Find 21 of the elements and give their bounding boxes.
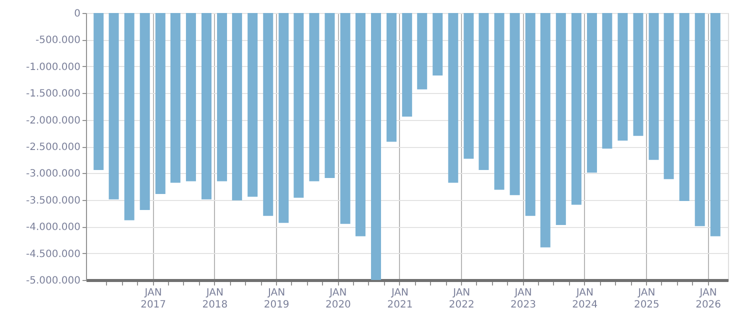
- y-tick-label: -4.000.000: [26, 222, 80, 234]
- x-tick-label: JAN 2018: [202, 288, 228, 310]
- y-tick-label: -2.500.000: [26, 142, 80, 153]
- x-tick-label: JAN 2019: [264, 288, 290, 310]
- y-tick-label: 0: [74, 8, 80, 20]
- y-tick-label: -1.500.000: [26, 88, 80, 100]
- y-tick-label: -1.000.000: [26, 62, 80, 73]
- y-tick-label: -4.500.000: [26, 248, 80, 260]
- x-tick-label: JAN 2022: [448, 288, 474, 310]
- x-tick-label: JAN 2026: [696, 288, 722, 310]
- y-tick-label: -3.000.000: [26, 168, 80, 180]
- x-tick-label: JAN 2025: [634, 288, 660, 310]
- y-tick-label: -2.000.000: [26, 115, 80, 126]
- x-tick-label: JAN 2021: [387, 288, 413, 310]
- x-tick-label: JAN 2023: [510, 288, 536, 310]
- y-tick-label: -3.500.000: [26, 195, 80, 206]
- y-tick-label: -500.000: [36, 35, 80, 46]
- y-tick-label: -5.000.000: [26, 276, 80, 286]
- x-tick-label: JAN 2020: [325, 288, 351, 310]
- x-tick-label: JAN 2024: [572, 288, 598, 310]
- x-tick-label: JAN 2017: [140, 288, 166, 310]
